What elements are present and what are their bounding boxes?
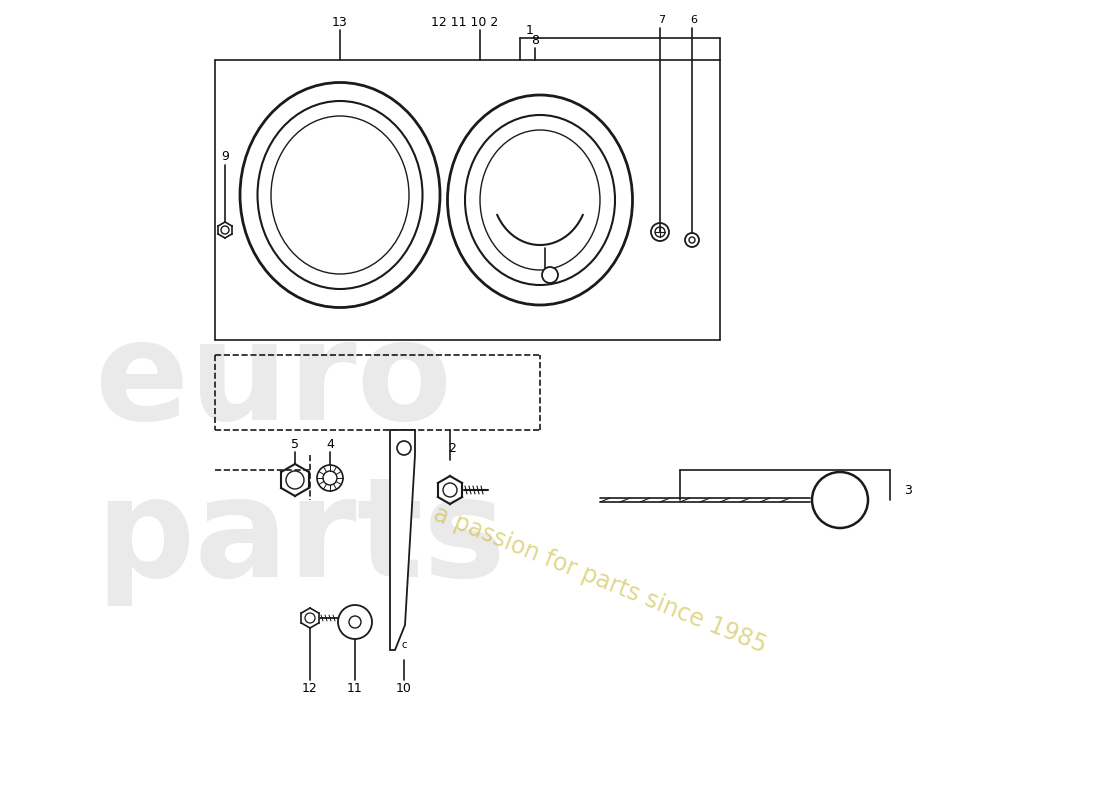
Text: 7: 7: [659, 15, 666, 25]
Circle shape: [349, 616, 361, 628]
Text: 3: 3: [904, 483, 912, 497]
Circle shape: [323, 471, 337, 485]
Ellipse shape: [465, 115, 615, 285]
Circle shape: [338, 605, 372, 639]
Text: c: c: [402, 640, 407, 650]
Text: 1: 1: [526, 23, 534, 37]
Text: euro
parts: euro parts: [95, 314, 506, 606]
Text: 10: 10: [396, 682, 411, 694]
Circle shape: [651, 223, 669, 241]
Circle shape: [305, 613, 315, 623]
Text: 13: 13: [332, 15, 348, 29]
Text: 12 11 10 2: 12 11 10 2: [431, 15, 498, 29]
Ellipse shape: [271, 116, 409, 274]
Text: 2: 2: [448, 442, 455, 454]
Circle shape: [221, 226, 229, 234]
Ellipse shape: [240, 82, 440, 307]
Polygon shape: [390, 430, 415, 650]
Text: 11: 11: [348, 682, 363, 694]
Circle shape: [317, 465, 343, 491]
Text: 9: 9: [221, 150, 229, 163]
Circle shape: [443, 483, 456, 497]
Circle shape: [542, 267, 558, 283]
Text: a passion for parts since 1985: a passion for parts since 1985: [430, 502, 770, 658]
Circle shape: [654, 227, 666, 237]
Text: 8: 8: [531, 34, 539, 46]
Circle shape: [689, 237, 695, 243]
Ellipse shape: [448, 95, 632, 305]
Circle shape: [812, 472, 868, 528]
Text: 4: 4: [326, 438, 334, 450]
Circle shape: [286, 471, 304, 489]
Ellipse shape: [257, 101, 422, 289]
Ellipse shape: [480, 130, 600, 270]
Text: 5: 5: [292, 438, 299, 450]
Circle shape: [685, 233, 698, 247]
Text: 12: 12: [302, 682, 318, 694]
Text: 6: 6: [691, 15, 697, 25]
Circle shape: [397, 441, 411, 455]
